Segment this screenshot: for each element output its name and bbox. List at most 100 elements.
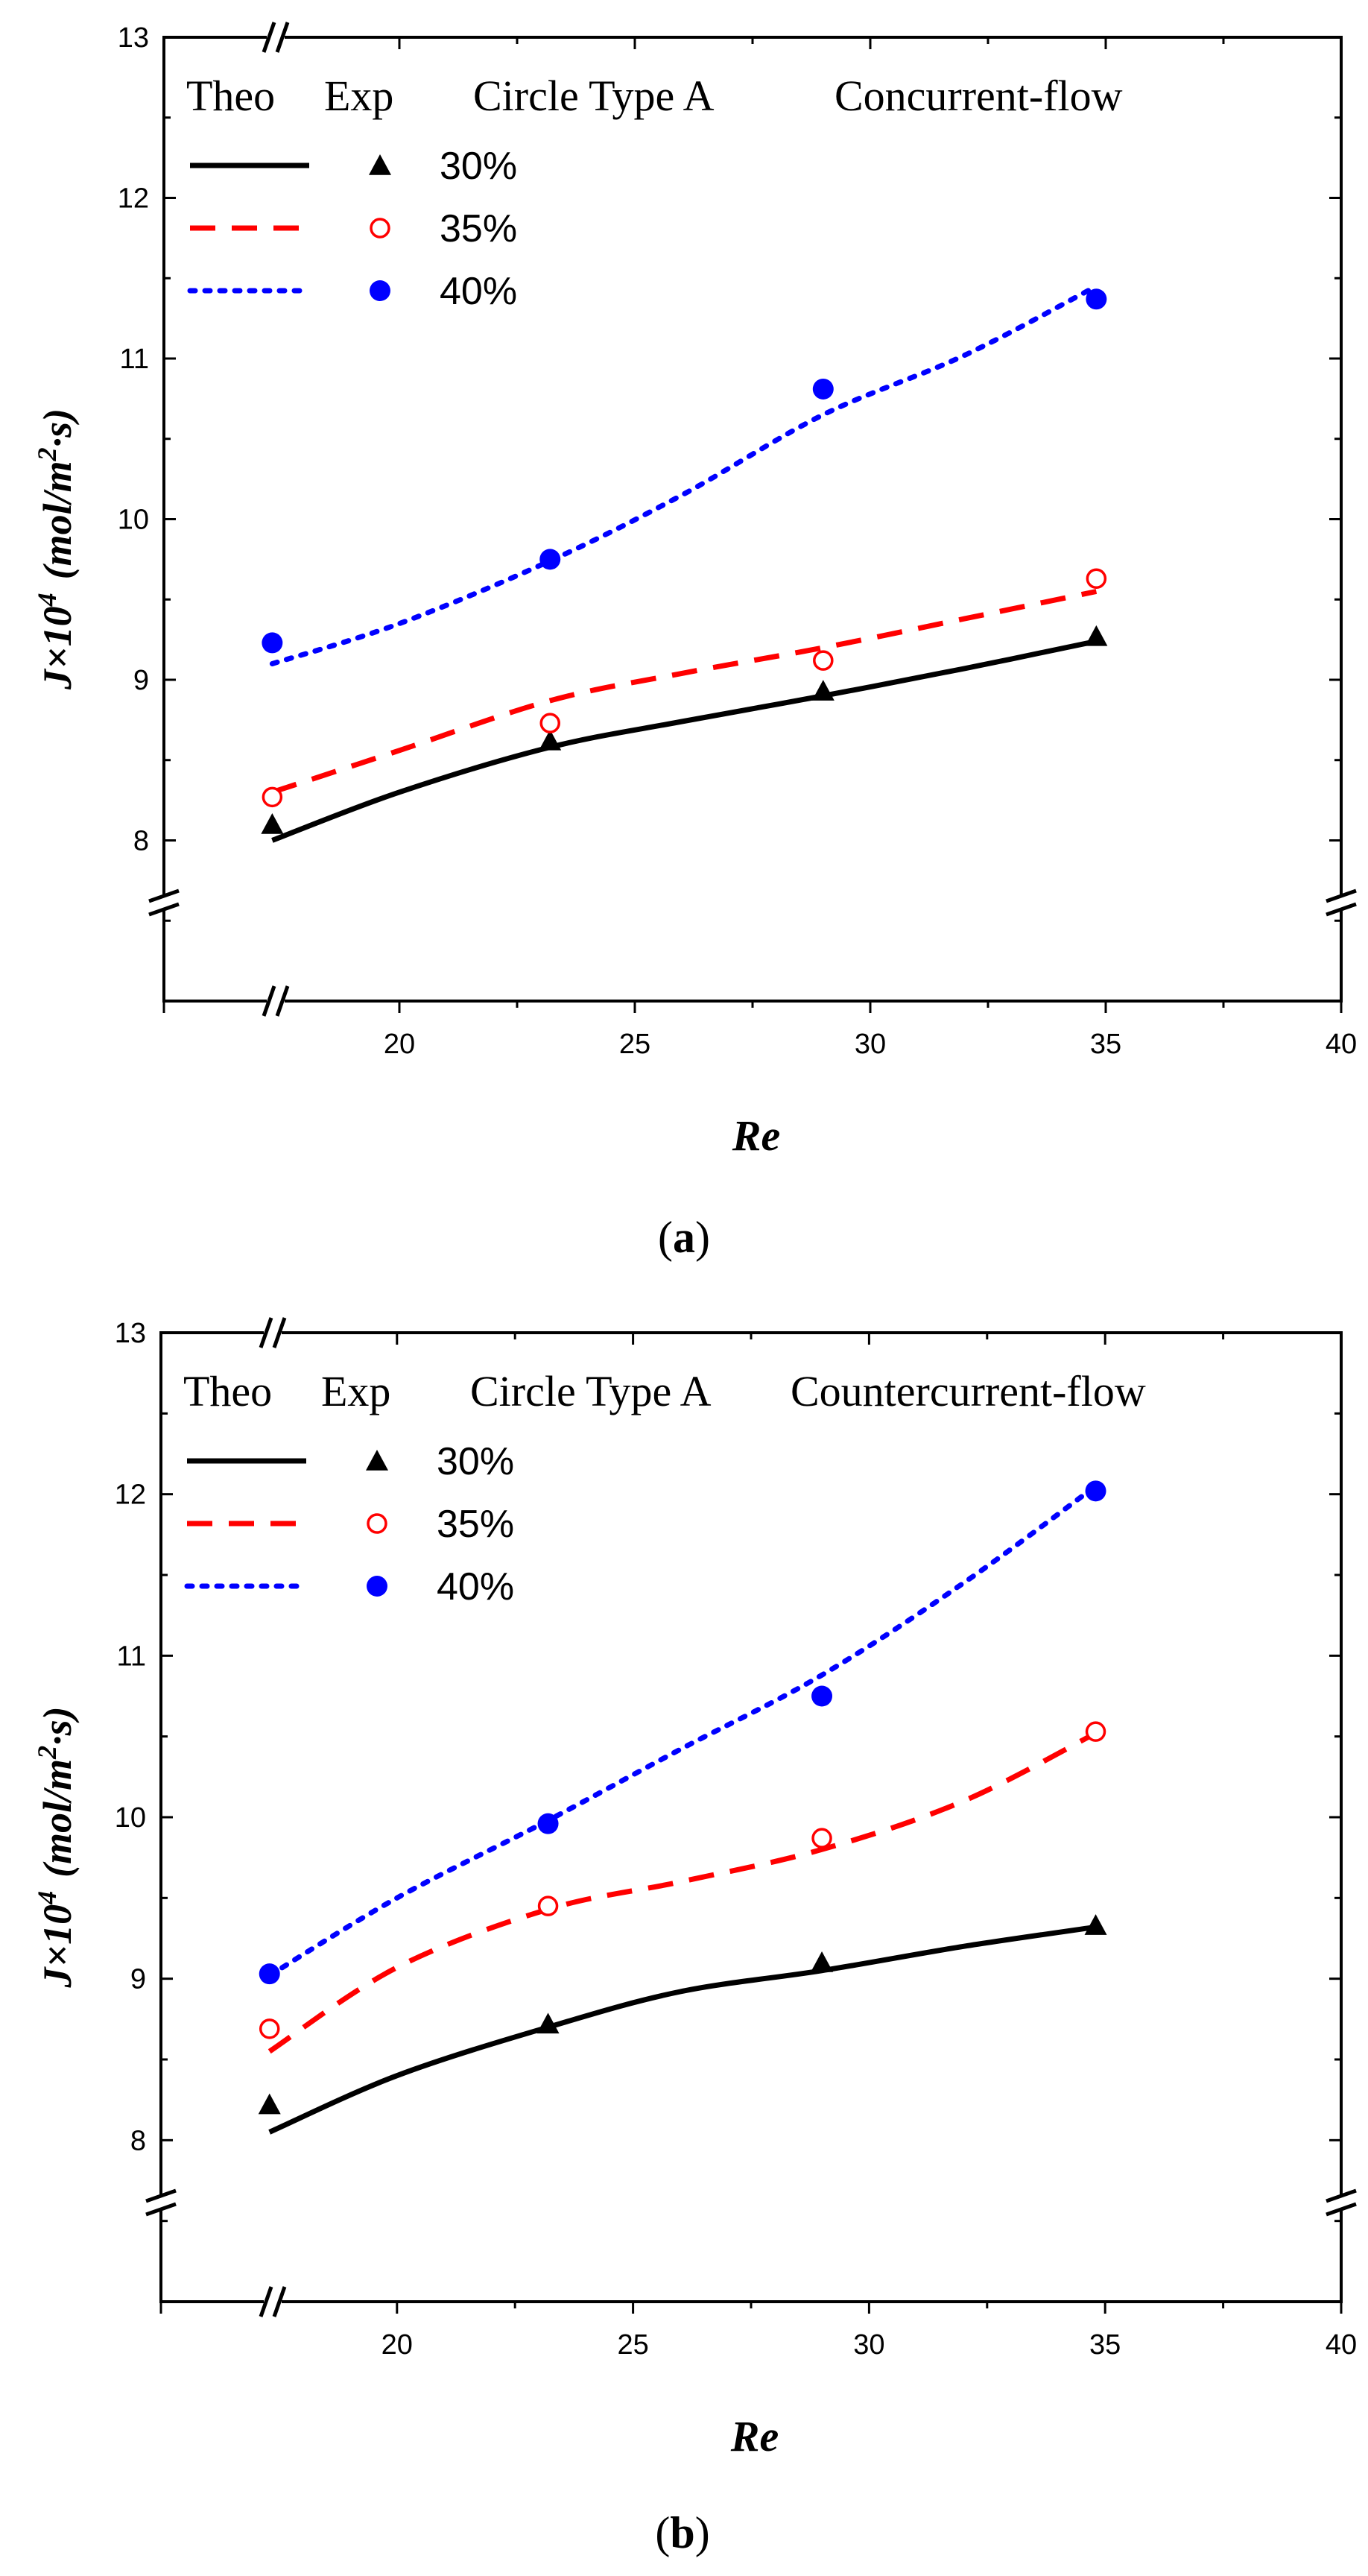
x-tick-label: 30 (853, 2329, 884, 2361)
y-axis-label-units-tail: ·s) (35, 1706, 80, 1746)
caption-close-paren: ) (695, 1213, 710, 1262)
legend-header-membrane: Circle Type A (470, 1367, 712, 1415)
legend-label: 35% (437, 1503, 514, 1546)
legend-header-flow: Concurrent-flow (835, 72, 1123, 120)
caption-open-paren: ( (655, 2508, 670, 2557)
experimental-point (811, 1685, 833, 1707)
y-tick-label: 11 (120, 344, 149, 375)
x-axis-break-top (259, 1316, 287, 1349)
y-axis-label-units: (mol/m (35, 1759, 80, 1878)
legend-item-40-pct: 40% (187, 270, 517, 313)
experimental-point (811, 680, 835, 701)
y-tick-label: 8 (133, 826, 149, 857)
x-axis-break-top (262, 21, 290, 54)
legend-label: 30% (440, 145, 517, 188)
x-axis-break-bottom-slash-2 (272, 2286, 287, 2317)
x-tick-label: 25 (619, 1029, 650, 1060)
y-tick-label: 12 (118, 183, 149, 215)
y-tick-label: 9 (133, 665, 149, 696)
experimental-point (262, 786, 283, 808)
chart-panel-b: 8 9 10 11 12 13 20 25 30 35 40 Re J×104 (mol/m2·s) The… (32, 1316, 1358, 2557)
y-axis-break-right (1325, 888, 1358, 917)
y-axis-label-main: J×10 (35, 606, 80, 690)
legend-item-35-pct: 35% (187, 1503, 514, 1546)
y-axis-label: J×104 (mol/m2·s) (32, 408, 80, 690)
x-axis-break-top-slash-2 (275, 22, 290, 53)
x-axis-break-top-slash-1 (259, 1317, 273, 1348)
y-axis-break-left-slash-2 (145, 2202, 177, 2217)
experimental-point (259, 1963, 280, 1985)
x-tick-label: 20 (381, 2329, 413, 2361)
x-tick-label: 30 (855, 1029, 886, 1060)
legend-label: 40% (437, 1565, 514, 1609)
y-axis-break-left-slash-2 (148, 902, 180, 917)
experimental-point (259, 2018, 280, 2039)
series-30-pct (261, 625, 1108, 843)
legend-item-35-pct: 35% (190, 207, 517, 250)
x-axis-label: Re (730, 2412, 779, 2460)
x-tick-label: 40 (1326, 2329, 1357, 2361)
theory-line (268, 1924, 1097, 2135)
series-35-pct (262, 568, 1107, 808)
legend-label: 40% (440, 270, 517, 313)
legend-header-theo: Theo (183, 1367, 272, 1415)
series-40-pct (259, 1480, 1106, 1985)
y-axis-label: J×104 (mol/m2·s) (32, 1706, 80, 1988)
y-axis-label-exponent: 4 (32, 1891, 62, 1905)
x-axis-break-bottom (262, 985, 290, 1017)
x-tick-label: 40 (1326, 1029, 1357, 1060)
panel-caption: (b) (655, 2508, 709, 2557)
legend-header-flow: Countercurrent-flow (791, 1367, 1146, 1415)
experimental-point (261, 812, 284, 834)
legend-header-exp: Exp (324, 72, 393, 120)
experimental-point (811, 1828, 832, 1849)
legend-marker (370, 218, 390, 239)
experimental-point (1085, 625, 1108, 646)
experimental-point (813, 650, 834, 671)
experimental-point (1084, 1914, 1107, 1935)
legend-marker (367, 1513, 387, 1534)
experimental-point (536, 2012, 560, 2034)
theory-line (271, 589, 1098, 795)
theory-line (269, 283, 1099, 666)
x-tick-label: 35 (1090, 1029, 1121, 1060)
legend-header-membrane: Circle Type A (473, 72, 715, 120)
y-tick-label: 11 (117, 1641, 146, 1672)
x-tick-label: 25 (617, 2329, 648, 2361)
y-tick-label: 9 (130, 1964, 146, 1995)
caption-close-paren: ) (695, 2508, 710, 2557)
x-tick-label: 20 (384, 1029, 415, 1060)
legend-label: 30% (437, 1440, 514, 1483)
y-tick-label: 13 (115, 1318, 146, 1349)
legend-header-exp: Exp (321, 1367, 390, 1415)
y-axis-label-units: (mol/m (35, 461, 80, 579)
experimental-point (1086, 568, 1107, 589)
y-axis-label-units-exponent: 2 (32, 447, 62, 461)
series-35-pct (259, 1721, 1106, 2054)
caption-open-paren: ( (658, 1213, 673, 1262)
experimental-point (811, 1951, 834, 1972)
x-axis-break-bottom-slash-1 (259, 2286, 273, 2317)
y-axis-label-exponent: 4 (32, 593, 62, 607)
series-40-pct (262, 283, 1107, 666)
y-axis-break-left (148, 888, 180, 917)
experimental-point (812, 378, 834, 400)
legend-marker (370, 280, 390, 301)
experimental-point (262, 632, 283, 654)
legend-item-40-pct: 40% (184, 1565, 514, 1609)
y-axis-break-right-slash-1 (1326, 2188, 1357, 2203)
experimental-point (1085, 1721, 1106, 1742)
y-axis-break-right-slash-2 (1326, 902, 1357, 917)
x-axis-label: Re (732, 1111, 780, 1160)
y-tick-label: 8 (130, 2125, 146, 2156)
y-axis-break-right (1325, 2188, 1358, 2217)
experimental-point (539, 549, 561, 570)
y-axis-break-left-slash-1 (148, 888, 180, 903)
y-tick-label: 10 (115, 1802, 146, 1834)
legend-marker (367, 1576, 387, 1597)
experimental-point (258, 2093, 281, 2115)
legend-item-30-pct: 30% (190, 145, 517, 188)
caption-letter: b (670, 2508, 694, 2557)
